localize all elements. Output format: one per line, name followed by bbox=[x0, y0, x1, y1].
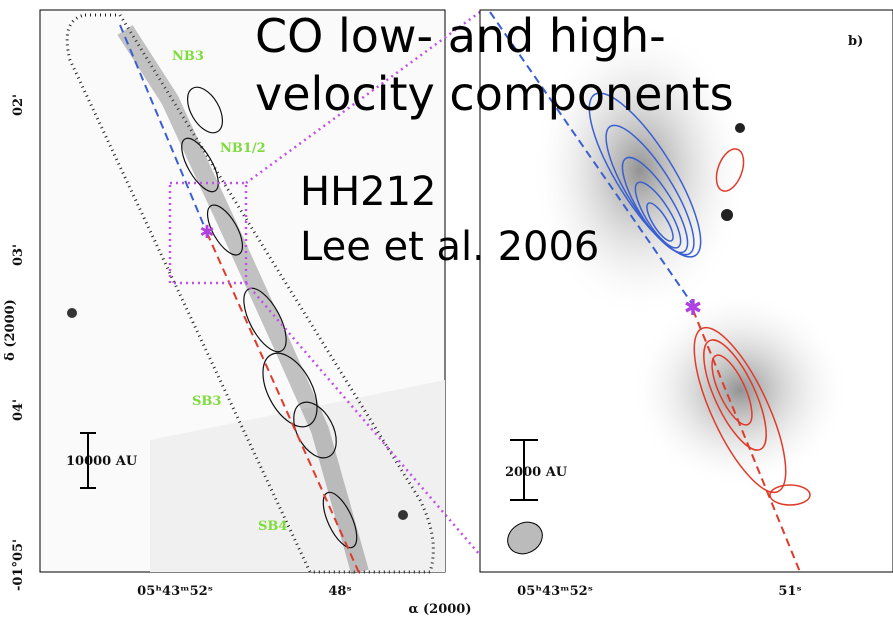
knot-label: NB3 bbox=[172, 49, 204, 64]
x-tick-label: 48ˢ bbox=[328, 584, 351, 599]
star bbox=[735, 123, 745, 133]
nebula bbox=[630, 290, 850, 490]
knot-label: SB4 bbox=[258, 519, 287, 534]
knot-label: SB3 bbox=[192, 394, 221, 409]
source-marker: ✱ bbox=[199, 222, 214, 243]
panel-label: b) bbox=[848, 34, 863, 49]
overlay-title: CO low- and high- bbox=[255, 9, 666, 63]
y-tick-label: 03' bbox=[11, 244, 26, 266]
y-tick-label: 04' bbox=[11, 399, 26, 421]
star bbox=[67, 308, 77, 318]
y-axis-label: δ (2000) bbox=[3, 299, 18, 361]
y-tick-label: -01°05' bbox=[11, 539, 26, 591]
scale-bar-label: 10000 AU bbox=[66, 454, 138, 469]
overlay-object: HH212 bbox=[300, 169, 437, 215]
source-marker: ✱ bbox=[684, 296, 702, 321]
x-tick-label: 05ʰ43ᵐ52ˢ bbox=[517, 584, 593, 599]
overlay-title: velocity components bbox=[255, 67, 734, 121]
y-tick-label: 02' bbox=[11, 94, 26, 116]
overlay-reference: Lee et al. 2006 bbox=[300, 224, 599, 270]
x-tick-label: 05ʰ43ᵐ52ˢ bbox=[137, 584, 213, 599]
star bbox=[398, 510, 408, 520]
scale-bar-label: 2000 AU bbox=[505, 465, 568, 480]
x-tick-label: 51ˢ bbox=[778, 584, 801, 599]
star bbox=[721, 209, 733, 221]
x-axis-label: α (2000) bbox=[408, 602, 471, 617]
knot-label: NB1/2 bbox=[220, 141, 266, 156]
figure: ✱ NB3 NB1/2 SB3 SB4 10000 AU ✱ bbox=[0, 0, 893, 619]
